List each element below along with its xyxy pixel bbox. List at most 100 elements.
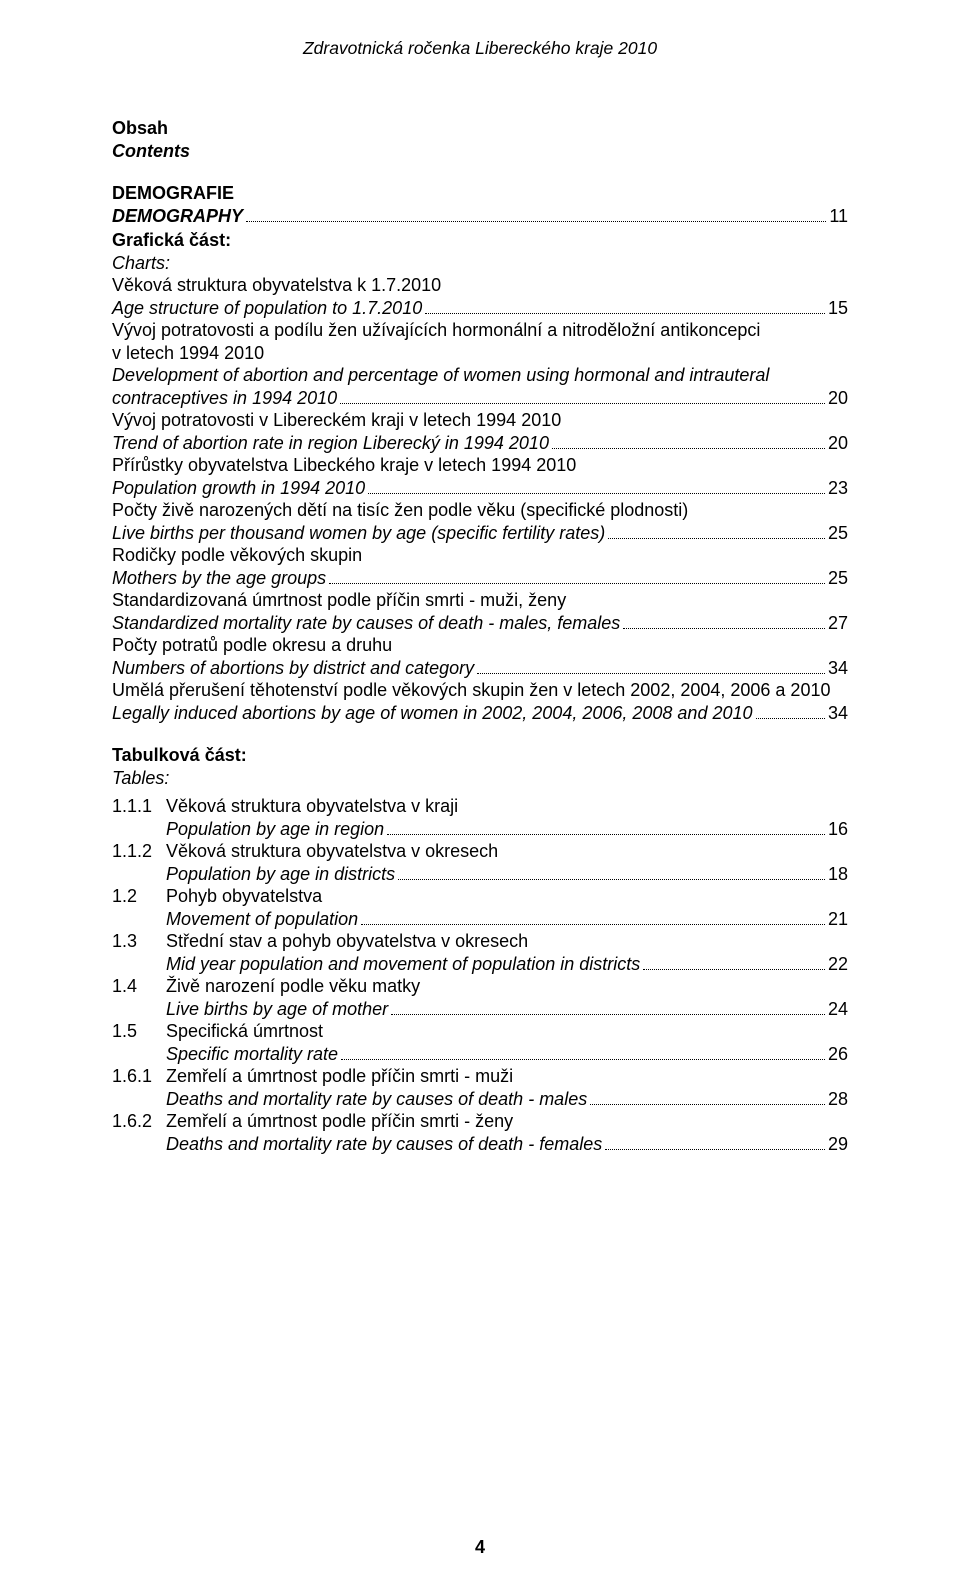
page-number: 34 bbox=[828, 702, 848, 725]
demography-en: DEMOGRAPHY bbox=[112, 205, 243, 228]
toc-cz: Počty potratů podle okresu a druhu bbox=[112, 634, 848, 657]
toc-en-line: Live births per thousand women by age (s… bbox=[112, 522, 848, 545]
dot-leader bbox=[590, 1091, 825, 1105]
dot-leader bbox=[477, 660, 825, 674]
dot-leader bbox=[361, 911, 825, 925]
entry-number: 1.6.1 bbox=[112, 1065, 166, 1110]
toc-en: Age structure of population to 1.7.2010 bbox=[112, 297, 422, 320]
entry-cz: Živě narození podle věku matky bbox=[166, 975, 848, 998]
page-number: 29 bbox=[828, 1133, 848, 1156]
toc-entry: Věková struktura obyvatelstva k 1.7.2010… bbox=[112, 274, 848, 319]
entry-cz: Pohyb obyvatelstva bbox=[166, 885, 848, 908]
toc-en: Development of abortion and percentage o… bbox=[112, 364, 848, 387]
entry-number: 1.5 bbox=[112, 1020, 166, 1065]
tabulkova-cz: Tabulková část: bbox=[112, 744, 848, 767]
entry-cz: Zemřelí a úmrtnost podle příčin smrti - … bbox=[166, 1110, 848, 1133]
toc-cz: Umělá přerušení těhotenství podle věkový… bbox=[112, 679, 848, 702]
entry-en: Deaths and mortality rate by causes of d… bbox=[166, 1088, 587, 1111]
entry-number: 1.1.2 bbox=[112, 840, 166, 885]
page-number: 15 bbox=[828, 297, 848, 320]
page-number: 25 bbox=[828, 567, 848, 590]
dot-leader bbox=[552, 435, 825, 449]
entry-en: Specific mortality rate bbox=[166, 1043, 338, 1066]
charts-heading: Grafická část: Charts: bbox=[112, 229, 848, 274]
page: Zdravotnická ročenka Libereckého kraje 2… bbox=[0, 0, 960, 1588]
page-number: 22 bbox=[828, 953, 848, 976]
contents-heading: Obsah Contents bbox=[112, 117, 848, 162]
toc-en: Trend of abortion rate in region Liberec… bbox=[112, 432, 549, 455]
toc-en-line: Numbers of abortions by district and cat… bbox=[112, 657, 848, 680]
graficka-en: Charts: bbox=[112, 252, 848, 275]
toc-cz: Rodičky podle věkových skupin bbox=[112, 544, 848, 567]
dot-leader bbox=[387, 821, 825, 835]
toc-en-line: Trend of abortion rate in region Liberec… bbox=[112, 432, 848, 455]
entry-number: 1.2 bbox=[112, 885, 166, 930]
toc-en-line: contraceptives in 1994 2010 20 bbox=[112, 387, 848, 410]
entry-cz: Specifická úmrtnost bbox=[166, 1020, 848, 1043]
tabulkova-en: Tables: bbox=[112, 767, 848, 790]
page-number: 16 bbox=[828, 818, 848, 841]
dot-leader bbox=[329, 570, 825, 584]
entry-en: Live births by age of mother bbox=[166, 998, 388, 1021]
page-number: 34 bbox=[828, 657, 848, 680]
toc-entry: Rodičky podle věkových skupin Mothers by… bbox=[112, 544, 848, 589]
table-entry: 1.3 Střední stav a pohyb obyvatelstva v … bbox=[112, 930, 848, 975]
table-entry: 1.6.1 Zemřelí a úmrtnost podle příčin sm… bbox=[112, 1065, 848, 1110]
obsah-cz: Obsah bbox=[112, 117, 848, 140]
toc-en: Standardized mortality rate by causes of… bbox=[112, 612, 620, 635]
entry-cz: Věková struktura obyvatelstva v kraji bbox=[166, 795, 848, 818]
entry-en: Mid year population and movement of popu… bbox=[166, 953, 640, 976]
table-entry: 1.1.2 Věková struktura obyvatelstva v ok… bbox=[112, 840, 848, 885]
running-header: Zdravotnická ročenka Libereckého kraje 2… bbox=[112, 38, 848, 59]
toc-entry: Umělá přerušení těhotenství podle věkový… bbox=[112, 679, 848, 724]
dot-leader bbox=[246, 208, 826, 222]
dot-leader bbox=[398, 866, 825, 880]
entry-number: 1.6.2 bbox=[112, 1110, 166, 1155]
toc-cz-2: v letech 1994 2010 bbox=[112, 342, 848, 365]
toc-en: Numbers of abortions by district and cat… bbox=[112, 657, 474, 680]
toc-entry: Vývoj potratovosti v Libereckém kraji v … bbox=[112, 409, 848, 454]
toc-en-line: Mothers by the age groups 25 bbox=[112, 567, 848, 590]
page-number: 20 bbox=[828, 432, 848, 455]
entry-cz: Zemřelí a úmrtnost podle příčin smrti - … bbox=[166, 1065, 848, 1088]
entry-cz: Střední stav a pohyb obyvatelstva v okre… bbox=[166, 930, 848, 953]
page-number: 25 bbox=[828, 522, 848, 545]
toc-entry: Přírůstky obyvatelstva Libeckého kraje v… bbox=[112, 454, 848, 499]
footer-page-number: 4 bbox=[0, 1537, 960, 1558]
toc-entry: Standardizovaná úmrtnost podle příčin sm… bbox=[112, 589, 848, 634]
table-entry: 1.2 Pohyb obyvatelstva Movement of popul… bbox=[112, 885, 848, 930]
dot-leader bbox=[341, 1046, 825, 1060]
toc-cz: Vývoj potratovosti v Libereckém kraji v … bbox=[112, 409, 848, 432]
page-number: 20 bbox=[828, 387, 848, 410]
toc-en-line: Legally induced abortions by age of wome… bbox=[112, 702, 848, 725]
demography-line: DEMOGRAPHY 11 bbox=[112, 205, 848, 228]
entry-en: Movement of population bbox=[166, 908, 358, 931]
dot-leader bbox=[340, 390, 825, 404]
page-number: 24 bbox=[828, 998, 848, 1021]
dot-leader bbox=[425, 300, 825, 314]
page-number: 11 bbox=[829, 205, 848, 228]
toc-en: Mothers by the age groups bbox=[112, 567, 326, 590]
dot-leader bbox=[605, 1136, 825, 1150]
toc-cz: Věková struktura obyvatelstva k 1.7.2010 bbox=[112, 274, 848, 297]
toc-en: Live births per thousand women by age (s… bbox=[112, 522, 605, 545]
obsah-en: Contents bbox=[112, 140, 848, 163]
page-number: 27 bbox=[828, 612, 848, 635]
page-number: 26 bbox=[828, 1043, 848, 1066]
page-number: 18 bbox=[828, 863, 848, 886]
dot-leader bbox=[756, 705, 825, 719]
table-entry: 1.5 Specifická úmrtnost Specific mortali… bbox=[112, 1020, 848, 1065]
tables-heading: Tabulková část: Tables: bbox=[112, 744, 848, 789]
page-number: 23 bbox=[828, 477, 848, 500]
entry-number: 1.3 bbox=[112, 930, 166, 975]
toc-entry: Počty potratů podle okresu a druhu Numbe… bbox=[112, 634, 848, 679]
table-entry: 1.6.2 Zemřelí a úmrtnost podle příčin sm… bbox=[112, 1110, 848, 1155]
toc-cz: Vývoj potratovosti a podílu žen užívajíc… bbox=[112, 319, 848, 342]
toc-cz: Přírůstky obyvatelstva Libeckého kraje v… bbox=[112, 454, 848, 477]
toc-entry: Počty živě narozených dětí na tisíc žen … bbox=[112, 499, 848, 544]
toc-en: Legally induced abortions by age of wome… bbox=[112, 702, 753, 725]
entry-en: Population by age in region bbox=[166, 818, 384, 841]
demografie-cz: DEMOGRAFIE bbox=[112, 182, 848, 205]
dot-leader bbox=[623, 615, 825, 629]
entry-en: Population by age in districts bbox=[166, 863, 395, 886]
